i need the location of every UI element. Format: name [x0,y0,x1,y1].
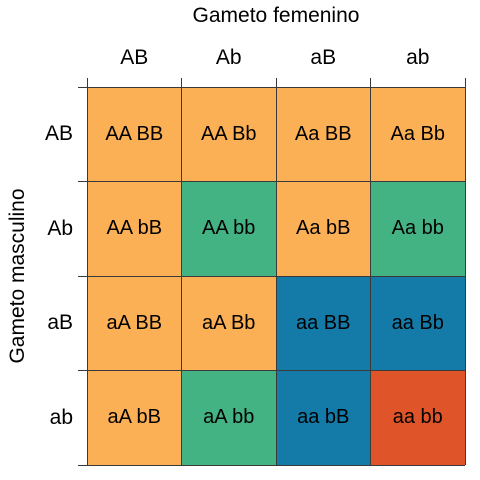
punnett-cell: AA BB [87,87,182,182]
punnett-cell: aa BB [276,276,371,371]
punnett-square: AA BB AA Bb Aa BB Aa Bb AA bB AA bb Aa b… [87,87,465,465]
female-gamete-axis-title: Gameto femenino [192,4,360,27]
punnett-cell: aA BB [87,276,182,371]
grid-line [78,86,465,88]
punnett-cell: Aa bB [276,181,371,276]
row-header-AB: AB [44,122,73,145]
grid-line [181,78,182,465]
punnett-cell: aa bb [370,370,465,465]
punnett-cell: aa Bb [370,276,465,371]
punnett-cell: AA bB [87,181,182,276]
punnett-cell: Aa bb [370,181,465,276]
punnett-cell: aa bB [276,370,371,465]
grid-line [78,464,465,466]
column-header-aB: aB [310,46,337,69]
column-header-ab: ab [406,46,430,69]
column-header-Ab: Ab [215,46,242,69]
punnett-cell: aA bb [181,370,276,465]
row-header-ab: ab [49,405,73,429]
punnett-cell: AA Bb [181,87,276,182]
row-header-aB: aB [47,311,73,334]
punnett-cell: Aa BB [276,87,371,182]
grid-line [275,78,277,465]
column-header-AB: AB [120,46,149,69]
punnett-cell: aA bB [87,370,182,465]
grid-line [464,78,466,465]
punnett-cell: aA Bb [181,276,276,371]
grid-line [78,181,465,182]
row-header-Ab: Ab [47,216,73,240]
punnett-cell: Aa Bb [370,87,465,182]
grid-line [78,370,465,371]
punnett-cell: AA bb [181,181,276,276]
grid-line [78,275,465,277]
grid-line [86,78,88,465]
grid-line [370,78,371,465]
